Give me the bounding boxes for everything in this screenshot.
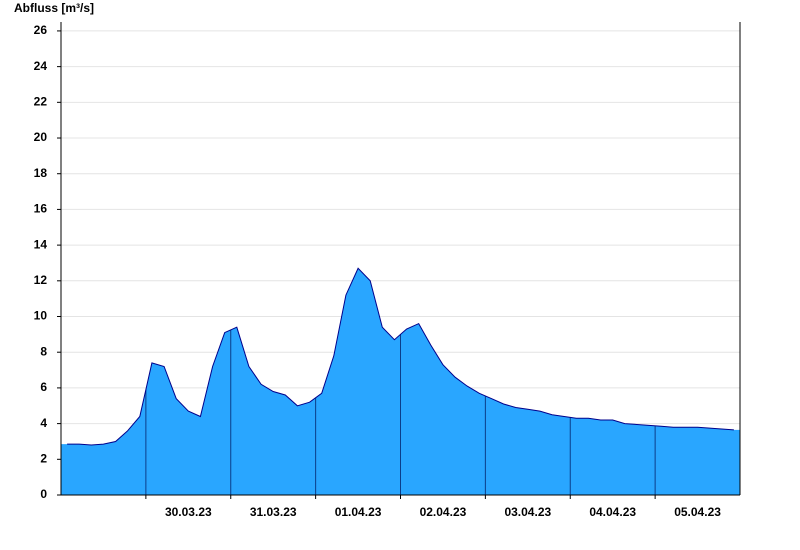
x-tick-label: 01.04.23 (335, 505, 382, 519)
x-tick-label: 31.03.23 (250, 505, 297, 519)
y-tick-label: 10 (34, 309, 48, 323)
x-tick-label: 30.03.23 (165, 505, 212, 519)
y-tick-label: 4 (40, 416, 47, 430)
y-tick-label: 6 (40, 380, 47, 394)
x-tick-label: 02.04.23 (420, 505, 467, 519)
y-tick-label: 26 (34, 23, 48, 37)
x-tick-label: 04.04.23 (589, 505, 636, 519)
x-tick-label: 05.04.23 (674, 505, 721, 519)
y-tick-label: 20 (34, 130, 48, 144)
y-tick-label: 2 (40, 451, 47, 465)
area-line (67, 267, 734, 446)
y-axis-title: Abfluss [m³/s] (14, 1, 94, 15)
y-tick-label: 18 (34, 166, 48, 180)
y-tick-label: 14 (34, 237, 48, 251)
y-tick-label: 24 (34, 59, 48, 73)
x-tick-label: 03.04.23 (504, 505, 551, 519)
y-tick-label: 16 (34, 202, 48, 216)
y-tick-label: 22 (34, 94, 48, 108)
y-tick-label: 8 (40, 344, 47, 358)
y-tick-label: 12 (34, 273, 48, 287)
y-tick-label: 0 (40, 487, 47, 501)
